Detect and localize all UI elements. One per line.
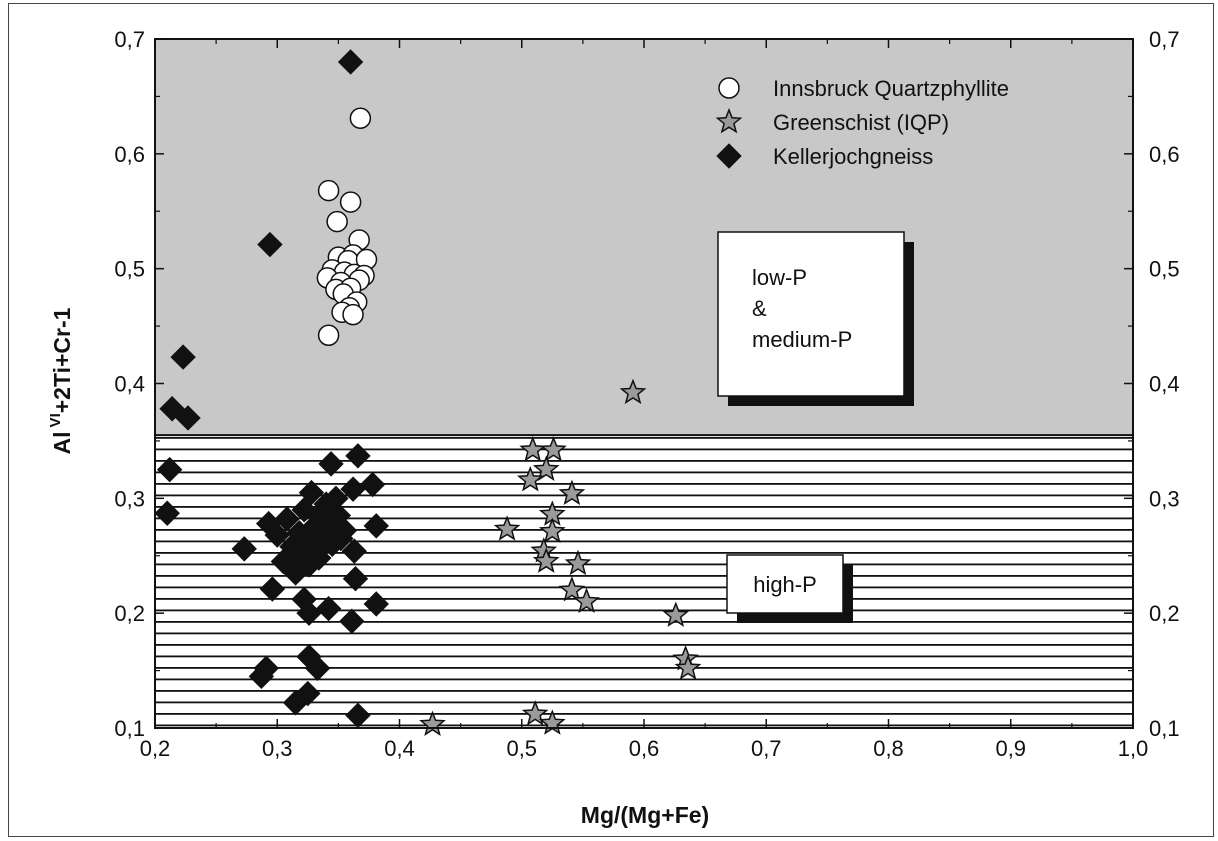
point-kellerjochgneiss (331, 517, 358, 544)
point-kellerjochgneiss (175, 405, 201, 431)
point-kellerjochgneiss (159, 396, 185, 422)
point-greenschist-iqp (516, 465, 544, 492)
point-kellerjochgneiss (318, 451, 344, 477)
point-greenschist-iqp (573, 587, 600, 614)
y-tick-label-right: 0,5 (1149, 257, 1180, 282)
y-tick-label: 0,4 (114, 372, 145, 397)
point-kellerjochgneiss (341, 538, 367, 564)
point-kellerjochgneiss (342, 566, 369, 592)
region-label-line: medium-P (752, 327, 852, 352)
y-axis-title-superscript: VI (47, 413, 64, 427)
point-greenschist-iqp (662, 601, 690, 627)
point-kellerjochgneiss (264, 522, 290, 548)
point-kellerjochgneiss (170, 344, 196, 370)
point-greenschist-iqp (521, 700, 549, 726)
point-innsbruck-quartzphyllite (349, 107, 372, 129)
x-tick-label: 0,6 (629, 736, 660, 761)
point-greenschist-iqp (564, 549, 592, 576)
point-kellerjochgneiss (259, 576, 286, 602)
point-greenschist-iqp (540, 436, 567, 462)
y-tick-label: 0,5 (114, 257, 145, 282)
region-label-line: high-P (753, 572, 817, 597)
point-greenschist-iqp (419, 710, 446, 736)
region-high-p (155, 435, 1133, 728)
x-tick-label: 0,7 (751, 736, 782, 761)
point-innsbruck-quartzphyllite (339, 191, 362, 213)
point-innsbruck-quartzphyllite (317, 179, 340, 202)
y-tick-label: 0,1 (114, 716, 145, 741)
y-axis-title-base: Al (49, 431, 75, 454)
point-greenschist-iqp (493, 515, 521, 541)
y-tick-label: 0,2 (114, 601, 145, 626)
field-label-boxes: low-P & medium-P high-P (717, 231, 914, 623)
y-tick-label-right: 0,6 (1149, 142, 1180, 167)
label-box-low-medium-p (717, 231, 905, 397)
axis-titles: Mg/(Mg+Fe) Al VI+2Ti+Cr-1 (47, 307, 709, 828)
legend-marker-kellerjochgneiss (716, 143, 742, 169)
x-tick-label: 0,5 (506, 736, 537, 761)
y-tick-label: 0,3 (114, 486, 145, 511)
point-kellerjochgneiss (231, 536, 257, 562)
region-low-medium-p (155, 39, 1133, 436)
point-kellerjochgneiss (337, 49, 364, 75)
point-kellerjochgneiss (315, 595, 342, 622)
point-greenschist-iqp (619, 378, 647, 405)
point-kellerjochgneiss (306, 545, 332, 571)
x-axis-title: Mg/(Mg+Fe) (581, 802, 709, 828)
legend-label-kellerjochgneiss: Kellerjochgneiss (773, 144, 933, 169)
y-tick-label-right: 0,2 (1149, 601, 1180, 626)
point-kellerjochgneiss (282, 690, 309, 716)
point-innsbruck-quartzphyllite (326, 210, 348, 233)
region-label-line: low-P (752, 265, 807, 290)
point-greenschist-iqp (558, 576, 586, 602)
y-tick-label-right: 0,7 (1149, 27, 1180, 52)
legend-marker-greenschist-iqp (715, 107, 743, 134)
figure-frame (8, 3, 1214, 837)
point-kellerjochgneiss (248, 663, 275, 690)
point-greenschist-iqp (558, 479, 586, 506)
point-greenschist-iqp (532, 547, 560, 573)
point-kellerjochgneiss (363, 591, 389, 617)
point-kellerjochgneiss (257, 231, 283, 258)
point-greenschist-iqp (674, 654, 702, 680)
axes: 0,2 0,3 0,4 0,5 0,6 0,7 0,8 0,9 1,00,1 0,10,2 0,20… (114, 27, 1179, 761)
point-kellerjochgneiss (274, 506, 300, 532)
data-points (154, 49, 702, 736)
legend-label-innsbruck-quartzphyllite: Innsbruck Quartzphyllite (773, 76, 1009, 101)
x-tick-label: 0,9 (995, 736, 1026, 761)
point-innsbruck-quartzphyllite (317, 324, 340, 347)
legend-marker-innsbruck-quartzphyllite (718, 77, 740, 99)
x-tick-label: 0,3 (262, 736, 293, 761)
x-tick-label: 0,8 (873, 736, 904, 761)
point-greenschist-iqp (538, 517, 566, 543)
legend-label-greenschist-iqp: Greenschist (IQP) (773, 110, 949, 135)
y-tick-label-right: 0,4 (1149, 372, 1180, 397)
point-kellerjochgneiss (304, 655, 331, 681)
point-kellerjochgneiss (345, 443, 371, 469)
y-tick-label-right: 0,1 (1149, 716, 1180, 741)
point-kellerjochgneiss (156, 456, 183, 483)
point-greenschist-iqp (532, 455, 560, 481)
point-kellerjochgneiss (339, 608, 365, 634)
x-tick-label: 0,4 (384, 736, 415, 761)
x-tick-label: 1,0 (1118, 736, 1149, 761)
y-axis-title-rest: +2Ti+Cr-1 (49, 307, 75, 413)
point-kellerjochgneiss (154, 500, 180, 526)
x-tick-label: 0,2 (140, 736, 171, 761)
region-label-line: & (752, 296, 767, 321)
y-tick-label-right: 0,3 (1149, 486, 1180, 511)
y-tick-label: 0,7 (114, 27, 145, 52)
point-kellerjochgneiss (298, 479, 325, 506)
y-axis-title: Al VI+2Ti+Cr-1 (47, 307, 75, 454)
point-kellerjochgneiss (359, 471, 386, 498)
y-tick-label: 0,6 (114, 142, 145, 167)
point-kellerjochgneiss (363, 513, 389, 539)
field-regions (155, 39, 1133, 728)
label-box-high-p (726, 554, 844, 614)
legend: Innsbruck Quartzphyllite Greenschist (IQP… (715, 76, 1009, 169)
point-innsbruck-quartzphyllite (342, 303, 364, 326)
